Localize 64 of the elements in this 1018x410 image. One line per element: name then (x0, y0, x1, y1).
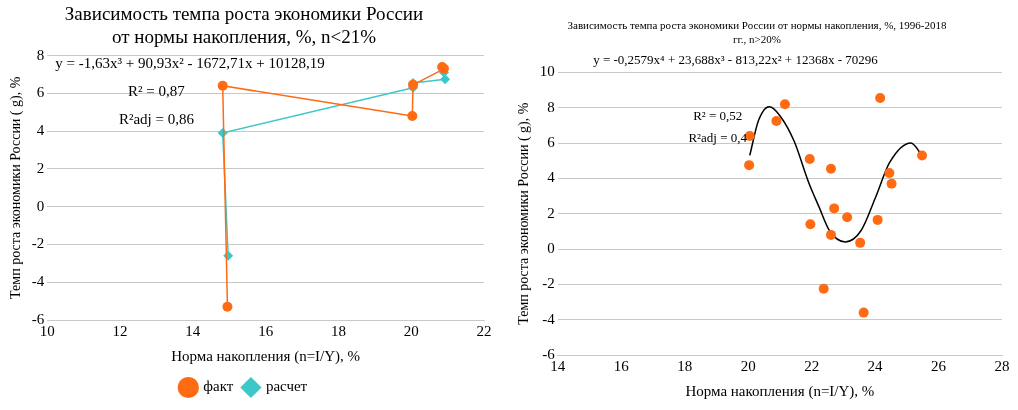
y-tick-label: -4 (542, 310, 556, 327)
point (917, 150, 928, 161)
annotation: R² = 0,52 (693, 107, 743, 123)
x-tick-label: 20 (403, 322, 419, 339)
x-tick-label: 16 (258, 322, 274, 339)
y-axis-title: Темп роста экономики России ( g), % (8, 76, 25, 299)
x-tick-label: 28 (994, 357, 1010, 374)
y-tick-label: 8 (36, 46, 45, 63)
y-tick-label: -2 (542, 275, 555, 292)
point (855, 237, 866, 248)
y-tick-label: -6 (542, 345, 556, 362)
y-tick-label: -4 (31, 273, 45, 290)
x-tick-label: 26 (931, 357, 947, 374)
annotation: y = -1,63x³ + 90,93x² - 1672,71x + 10128,19 (55, 54, 325, 71)
y-tick-label: 6 (547, 133, 556, 150)
chart-title: Зависимость темпа роста экономики России от нормы накопления, %, n<21% (64, 3, 424, 48)
x-axis-title: Норма накопления (n=I/Y), % (685, 382, 875, 400)
x-tick-label: 22 (804, 357, 820, 374)
annotation: R² = 0,87 (128, 82, 186, 99)
point (829, 203, 840, 214)
point (407, 111, 418, 122)
text: y = -0,2579x⁴ + 23,688x³ - 813,22x² + 12368x - 70296 (593, 51, 879, 67)
y-tick-label: 10 (539, 63, 555, 80)
y-tick-label: 4 (36, 122, 45, 139)
point (825, 229, 836, 240)
x-tick-label: 24 (867, 357, 884, 374)
y-axis-title: Темп роста экономики России ( g), % (516, 102, 533, 325)
point (805, 219, 816, 230)
point (818, 283, 829, 294)
y-tick-label: 4 (547, 169, 556, 186)
point (858, 307, 869, 318)
point (744, 160, 755, 171)
x-tick-label: 18 (677, 357, 693, 374)
annotation: R²adj = 0,4 (688, 129, 748, 145)
legend-label: расчет (265, 378, 308, 395)
point (825, 163, 836, 174)
x-tick-label: 20 (740, 357, 756, 374)
y-tick-label: 0 (547, 239, 555, 256)
point (779, 99, 790, 110)
x-tick-label: 16 (613, 357, 630, 374)
point (842, 212, 853, 223)
annotation: R²adj = 0,86 (118, 110, 195, 127)
y-tick-label: 2 (547, 204, 555, 221)
point (804, 153, 815, 164)
legend-label: факт (203, 378, 234, 395)
y-tick-label: -6 (31, 310, 45, 327)
point (875, 93, 886, 104)
y-tick-label: 8 (547, 98, 555, 115)
point (886, 178, 897, 189)
point (771, 115, 782, 126)
x-tick-label: 12 (112, 322, 128, 339)
y-tick-label: 0 (36, 197, 45, 214)
point (884, 168, 895, 179)
x-tick-label: 14 (185, 322, 201, 339)
x-tick-label: 18 (330, 322, 346, 339)
point (872, 214, 883, 225)
chart-title: Зависимость темпа роста экономики России от нормы накопления, %, 1996-2018 гг., n>20% (567, 19, 947, 45)
y-tick-label: 2 (36, 159, 45, 176)
y-tick-label: -2 (31, 235, 45, 252)
point (217, 80, 228, 91)
x-tick-label: 22 (476, 322, 492, 339)
point (222, 301, 233, 312)
x-axis-title: Норма накопления (n=I/Y), % (171, 347, 361, 365)
y-tick-label: 6 (36, 84, 45, 101)
